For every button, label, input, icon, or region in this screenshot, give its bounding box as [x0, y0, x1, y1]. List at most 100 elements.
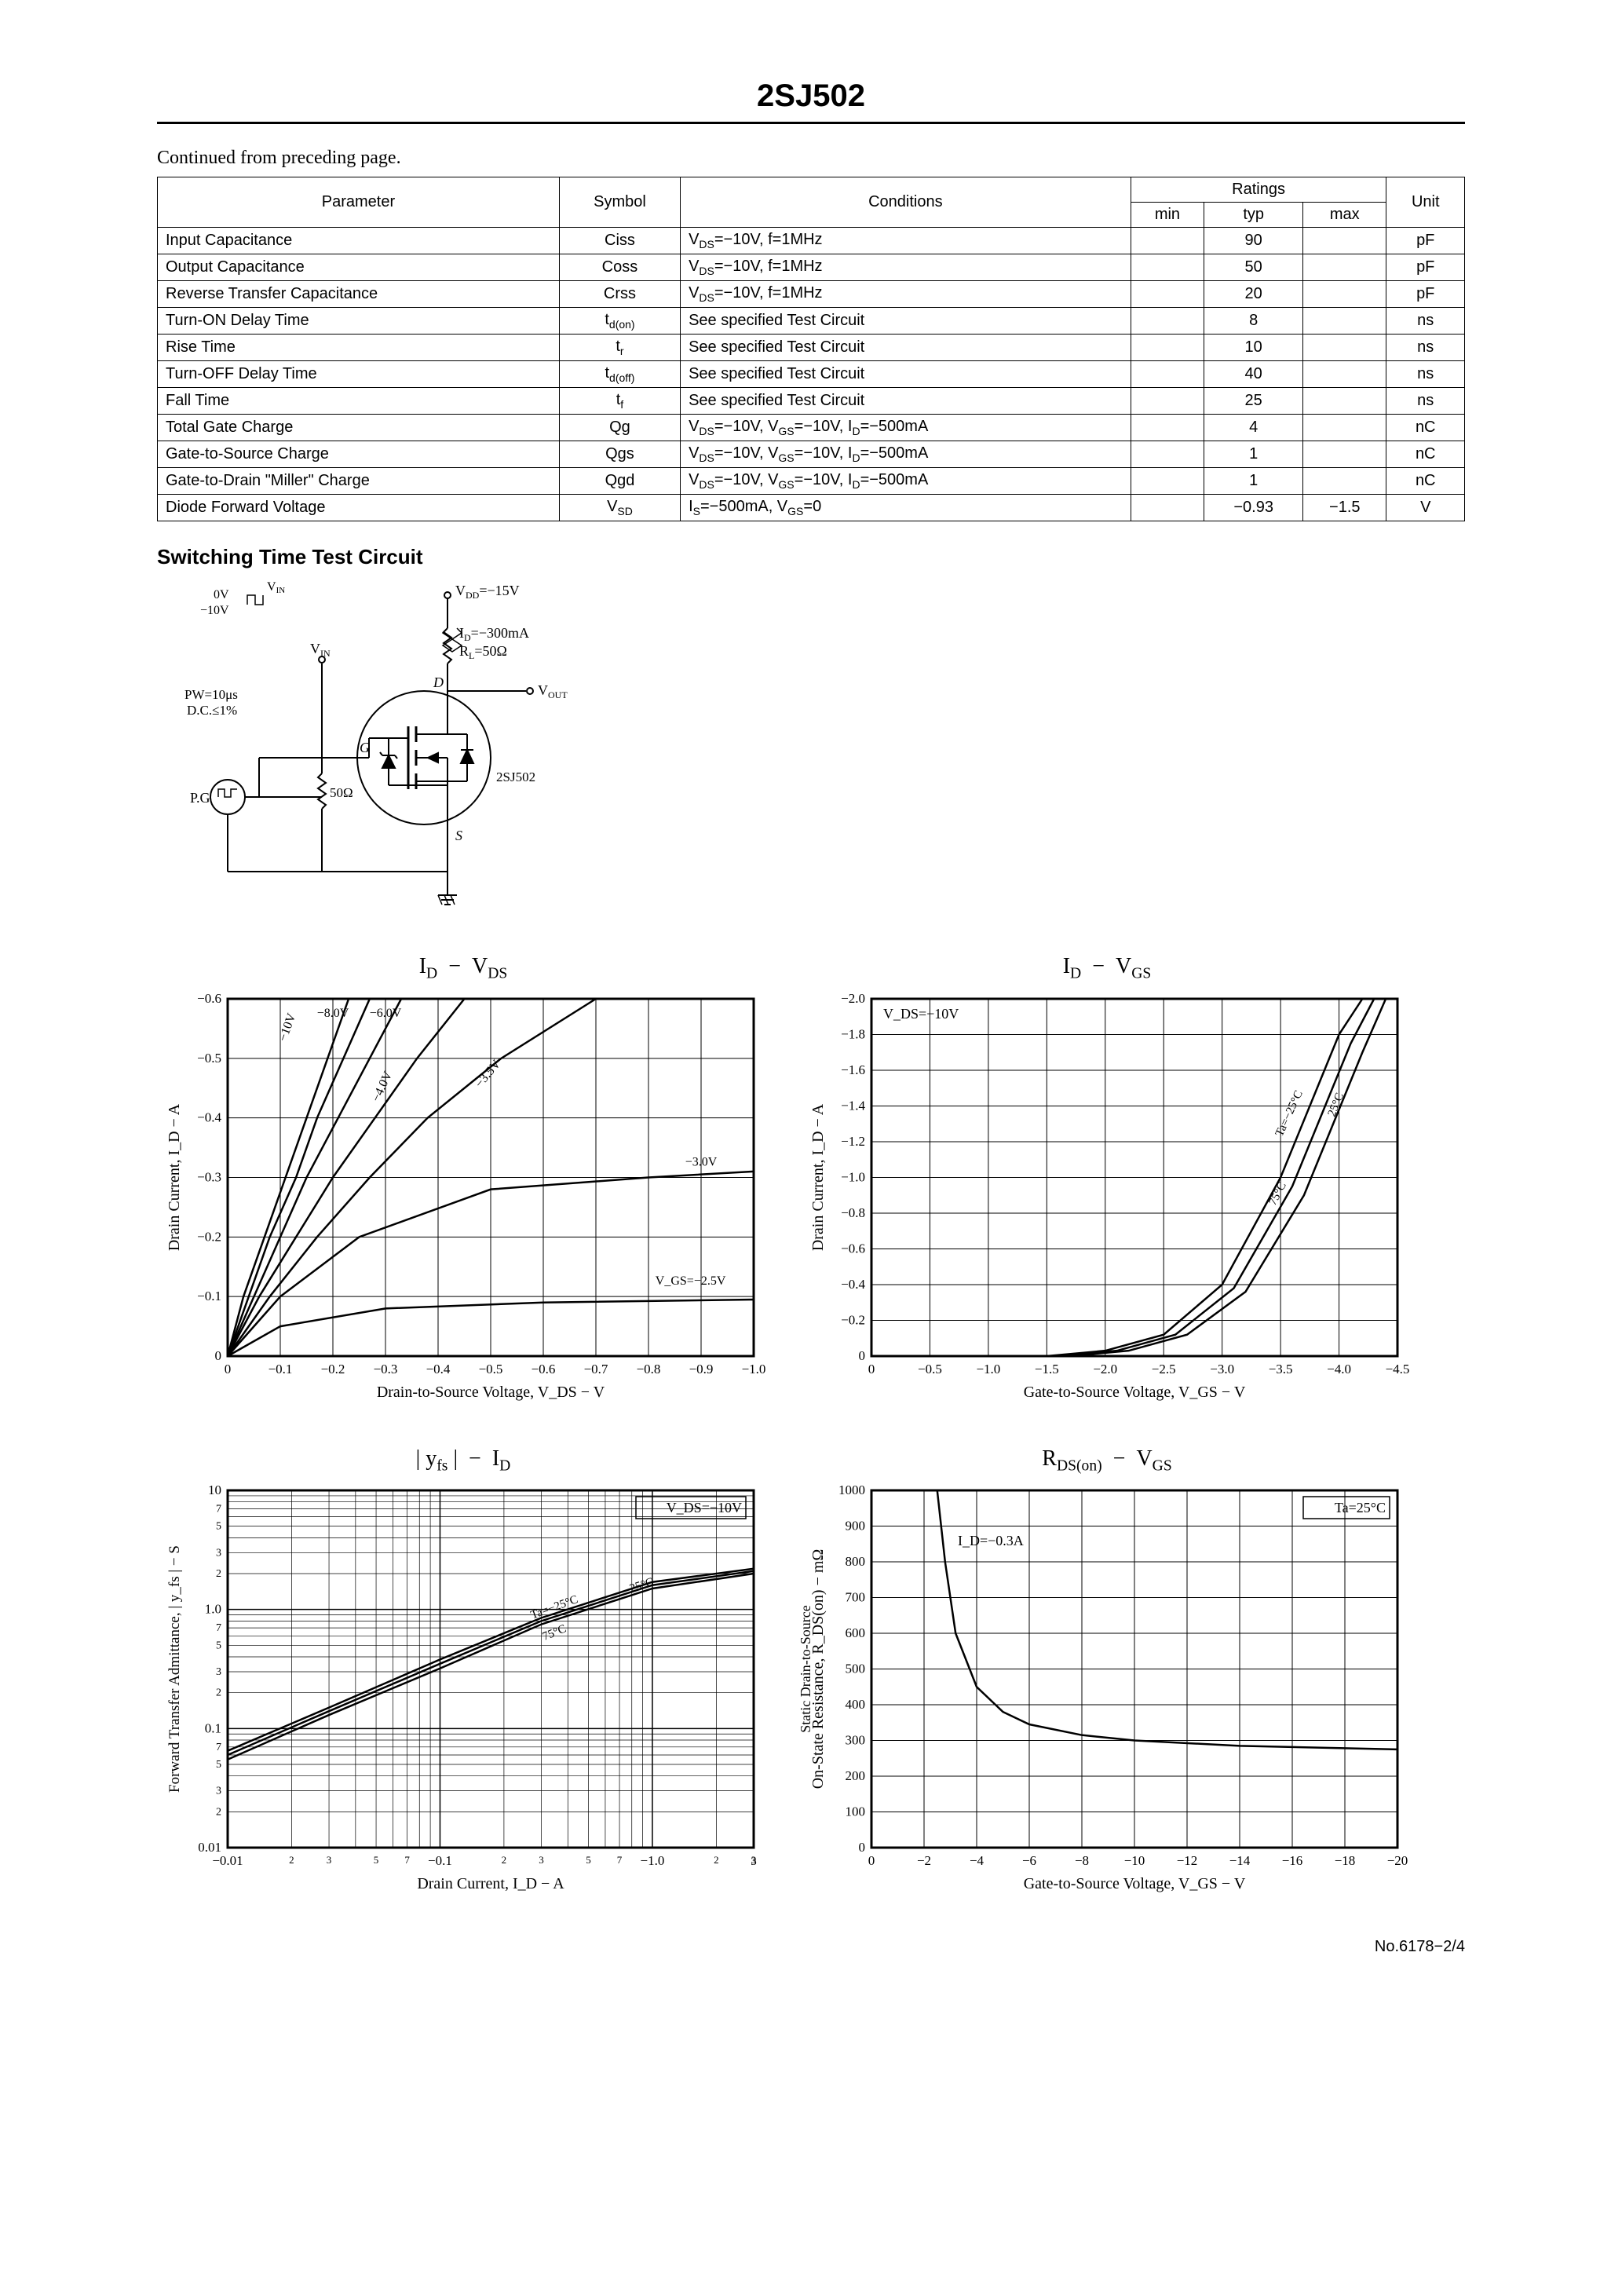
svg-text:Drain-to-Source Voltage, V_DS: Drain-to-Source Voltage, V_DS − V: [377, 1384, 605, 1401]
svg-text:−8: −8: [1075, 1853, 1089, 1868]
svg-text:−12: −12: [1177, 1853, 1198, 1868]
svg-text:Drain Current, I_D − A: Drain Current, I_D − A: [166, 1103, 183, 1251]
table-row: Rise TimetrSee specified Test Circuit10n…: [158, 335, 1465, 361]
svg-text:−1.0: −1.0: [976, 1362, 1000, 1377]
svg-text:−4.5: −4.5: [1386, 1362, 1410, 1377]
svg-text:7: 7: [404, 1854, 410, 1866]
svg-text:400: 400: [846, 1697, 866, 1712]
svg-text:−10: −10: [1124, 1853, 1145, 1868]
svg-text:−1.0: −1.0: [841, 1169, 865, 1184]
svg-text:2: 2: [216, 1568, 221, 1580]
chart2-title: ID − VGS: [801, 954, 1413, 983]
svg-text:1000: 1000: [838, 1483, 865, 1497]
svg-text:2: 2: [502, 1854, 507, 1866]
svg-text:−0.1: −0.1: [428, 1853, 452, 1868]
svg-text:Gate-to-Source Voltage, V_GS: Gate-to-Source Voltage, V_GS − V: [1024, 1875, 1246, 1892]
chart-id-vds: ID − VDS 0−0.1−0.2−0.3−0.4−0.5−0.6−0.7−0…: [157, 954, 769, 1415]
svg-text:−0.8: −0.8: [637, 1362, 661, 1377]
svg-text:0: 0: [859, 1840, 866, 1855]
svg-text:−2.0: −2.0: [841, 991, 865, 1006]
col-typ: typ: [1204, 203, 1303, 228]
col-unit: Unit: [1386, 177, 1465, 228]
svg-text:−0.2: −0.2: [321, 1362, 345, 1377]
svg-text:100: 100: [846, 1804, 866, 1819]
svg-text:I_D=−0.3A: I_D=−0.3A: [958, 1533, 1024, 1548]
chart-yfs-id: | yfs | − ID 0.0123570.123571.0235710−0.…: [157, 1446, 769, 1907]
col-symbol: Symbol: [559, 177, 680, 228]
g-terminal: G: [360, 740, 370, 755]
svg-text:−2: −2: [917, 1853, 931, 1868]
dc-label: D.C.≤1%: [187, 703, 237, 718]
svg-text:Ta=25°C: Ta=25°C: [1335, 1500, 1386, 1515]
svg-text:−3.5: −3.5: [1269, 1362, 1293, 1377]
table-row: Turn-OFF Delay Timetd(off)See specified …: [158, 361, 1465, 388]
table-row: Gate-to-Source ChargeQgsVDS=−10V, VGS=−1…: [158, 441, 1465, 468]
svg-text:Gate-to-Source Voltage, V_GS: Gate-to-Source Voltage, V_GS − V: [1024, 1384, 1246, 1401]
parameters-table: Parameter Symbol Conditions Ratings Unit…: [157, 177, 1465, 521]
svg-text:0: 0: [225, 1362, 232, 1377]
chart1-title: ID − VDS: [157, 954, 769, 983]
svg-text:−10V: −10V: [276, 1011, 299, 1043]
svg-text:−1.4: −1.4: [841, 1098, 865, 1113]
page-footer: No.6178−2/4: [157, 1938, 1465, 1956]
svg-text:900: 900: [846, 1519, 866, 1534]
svg-text:−0.1: −0.1: [197, 1289, 221, 1303]
svg-text:0: 0: [215, 1348, 222, 1363]
d-terminal: D: [433, 675, 444, 690]
svg-text:200: 200: [846, 1768, 866, 1783]
svg-text:−3.0V: −3.0V: [685, 1155, 718, 1168]
charts-container: ID − VDS 0−0.1−0.2−0.3−0.4−0.5−0.6−0.7−0…: [157, 954, 1465, 1907]
vin-0v: 0V: [214, 588, 229, 601]
table-row: Fall TimetfSee specified Test Circuit25n…: [158, 388, 1465, 415]
s-terminal: S: [455, 828, 462, 843]
svg-text:−0.5: −0.5: [479, 1362, 503, 1377]
svg-text:−6.0V: −6.0V: [370, 1006, 402, 1019]
svg-text:−1.8: −1.8: [841, 1026, 865, 1041]
rl-label: RL=50Ω: [459, 643, 507, 661]
svg-text:5: 5: [216, 1521, 221, 1533]
svg-text:600: 600: [846, 1625, 866, 1640]
svg-text:Forward Transfer Admittance, |: Forward Transfer Admittance, | y_fs | − …: [166, 1545, 183, 1793]
svg-text:−0.01: −0.01: [212, 1853, 243, 1868]
svg-text:−2.5: −2.5: [1152, 1362, 1176, 1377]
svg-text:Static Drain-to-Source: Static Drain-to-Source: [801, 1605, 813, 1732]
svg-text:−0.4: −0.4: [841, 1277, 865, 1292]
table-row: Diode Forward VoltageVSDIS=−500mA, VGS=0…: [158, 495, 1465, 521]
col-parameter: Parameter: [158, 177, 560, 228]
svg-text:7: 7: [216, 1742, 221, 1753]
svg-text:5: 5: [586, 1854, 591, 1866]
svg-text:−0.2: −0.2: [197, 1229, 221, 1244]
svg-text:5: 5: [374, 1854, 379, 1866]
svg-text:V_GS=−2.5V: V_GS=−2.5V: [656, 1274, 726, 1288]
svg-text:−0.4: −0.4: [197, 1110, 221, 1124]
table-row: Output CapacitanceCossVDS=−10V, f=1MHz50…: [158, 254, 1465, 281]
circuit-title: Switching Time Test Circuit: [157, 545, 1465, 569]
pg-label: P.G: [190, 790, 210, 806]
svg-text:−0.4: −0.4: [426, 1362, 451, 1377]
r50-label: 50Ω: [330, 785, 353, 800]
svg-text:5: 5: [216, 1759, 221, 1771]
vin-10v: −10V: [200, 604, 229, 617]
svg-text:−0.5: −0.5: [918, 1362, 942, 1377]
svg-text:−4.0: −4.0: [1327, 1362, 1351, 1377]
svg-text:3: 3: [327, 1854, 332, 1866]
vin-label: VIN: [310, 641, 331, 659]
svg-text:−8.0V: −8.0V: [317, 1006, 349, 1019]
vin-top-label: VIN: [267, 581, 285, 595]
device-label: 2SJ502: [496, 770, 535, 784]
svg-text:−0.5: −0.5: [197, 1050, 221, 1065]
part-number: 2SJ502: [757, 79, 865, 113]
svg-text:10: 10: [208, 1483, 221, 1497]
svg-text:75°C: 75°C: [1266, 1180, 1289, 1208]
svg-text:−1.5: −1.5: [1035, 1362, 1059, 1377]
col-conditions: Conditions: [681, 177, 1131, 228]
svg-text:7: 7: [216, 1622, 221, 1634]
svg-text:Drain Current, I_D − A: Drain Current, I_D − A: [809, 1103, 827, 1251]
col-min: min: [1131, 203, 1204, 228]
chart4-title: RDS(on) − VGS: [801, 1446, 1413, 1475]
svg-text:−16: −16: [1282, 1853, 1303, 1868]
svg-text:7: 7: [617, 1854, 623, 1866]
svg-text:−0.6: −0.6: [197, 991, 221, 1006]
svg-text:−0.3: −0.3: [197, 1169, 221, 1184]
svg-text:Ta=−25°C: Ta=−25°C: [1273, 1088, 1306, 1139]
